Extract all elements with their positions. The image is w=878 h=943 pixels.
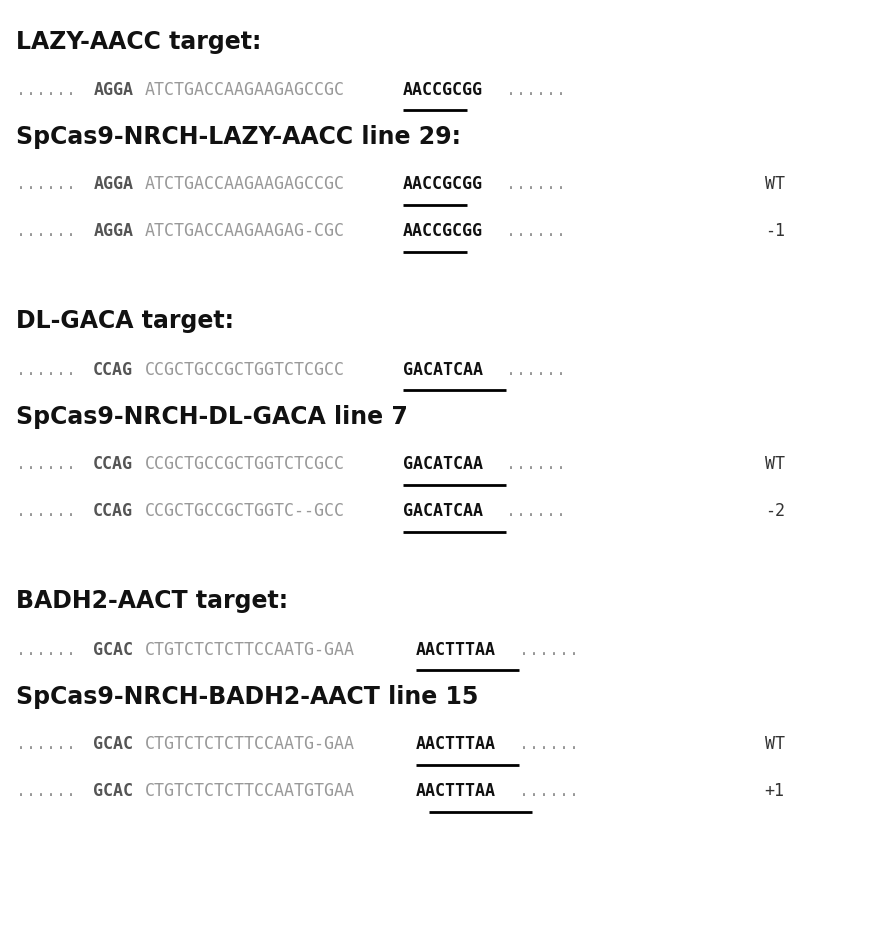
Text: LAZY-AACC target:: LAZY-AACC target: [16,30,261,55]
Text: +1: +1 [764,782,784,801]
Text: ......: ...... [16,80,76,99]
Text: SpCas9-NRCH-DL-GACA line 7: SpCas9-NRCH-DL-GACA line 7 [16,405,407,429]
Text: CCGCTGCCGCTGGTCTCGCC: CCGCTGCCGCTGGTCTCGCC [145,455,344,473]
Text: CCAG: CCAG [93,360,133,379]
Text: GACATCAA: GACATCAA [402,360,482,379]
Text: GCAC: GCAC [93,640,133,659]
Text: ......: ...... [506,360,565,379]
Text: CTGTCTCTCTTCCAATG-GAA: CTGTCTCTCTTCCAATG-GAA [145,735,355,753]
Text: GACATCAA: GACATCAA [402,502,482,521]
Text: ......: ...... [16,174,76,193]
Text: AACTTTAA: AACTTTAA [415,640,495,659]
Text: ATCTGACCAAGAAGAGCCGC: ATCTGACCAAGAAGAGCCGC [145,80,344,99]
Text: AACCGCGG: AACCGCGG [402,174,482,193]
Text: AACCGCGG: AACCGCGG [402,222,482,240]
Text: SpCas9-NRCH-LAZY-AACC line 29:: SpCas9-NRCH-LAZY-AACC line 29: [16,124,460,149]
Text: SpCas9-NRCH-BADH2-AACT line 15: SpCas9-NRCH-BADH2-AACT line 15 [16,685,478,709]
Text: WT: WT [764,455,784,473]
Text: GACATCAA: GACATCAA [402,455,482,473]
Text: AACCGCGG: AACCGCGG [402,80,482,99]
Text: ......: ...... [518,782,579,801]
Text: ......: ...... [506,455,565,473]
Text: ......: ...... [16,782,76,801]
Text: ......: ...... [16,360,76,379]
Text: AGGA: AGGA [93,80,133,99]
Text: ......: ...... [506,80,565,99]
Text: ......: ...... [16,502,76,521]
Text: ......: ...... [16,455,76,473]
Text: CCGCTGCCGCTGGTCTCGCC: CCGCTGCCGCTGGTCTCGCC [145,360,344,379]
Text: AACTTTAA: AACTTTAA [415,735,495,753]
Text: GCAC: GCAC [93,782,133,801]
Text: -2: -2 [764,502,784,521]
Text: CTGTCTCTCTTCCAATGTGAA: CTGTCTCTCTTCCAATGTGAA [145,782,355,801]
Text: ......: ...... [518,735,579,753]
Text: -1: -1 [764,222,784,240]
Text: DL-GACA target:: DL-GACA target: [16,308,234,333]
Text: ......: ...... [16,735,76,753]
Text: CCAG: CCAG [93,455,133,473]
Text: ......: ...... [16,222,76,240]
Text: ATCTGACCAAGAAGAGCCGC: ATCTGACCAAGAAGAGCCGC [145,174,344,193]
Text: AGGA: AGGA [93,222,133,240]
Text: CTGTCTCTCTTCCAATG-GAA: CTGTCTCTCTTCCAATG-GAA [145,640,355,659]
Text: ......: ...... [506,222,565,240]
Text: AGGA: AGGA [93,174,133,193]
Text: ......: ...... [506,174,565,193]
Text: ATCTGACCAAGAAGAG-CGC: ATCTGACCAAGAAGAG-CGC [145,222,344,240]
Text: GCAC: GCAC [93,735,133,753]
Text: CCGCTGCCGCTGGTC--GCC: CCGCTGCCGCTGGTC--GCC [145,502,344,521]
Text: WT: WT [764,735,784,753]
Text: ......: ...... [518,640,579,659]
Text: CCAG: CCAG [93,502,133,521]
Text: AACTTTAA: AACTTTAA [415,782,495,801]
Text: ......: ...... [506,502,565,521]
Text: BADH2-AACT target:: BADH2-AACT target: [16,588,288,613]
Text: ......: ...... [16,640,76,659]
Text: WT: WT [764,174,784,193]
